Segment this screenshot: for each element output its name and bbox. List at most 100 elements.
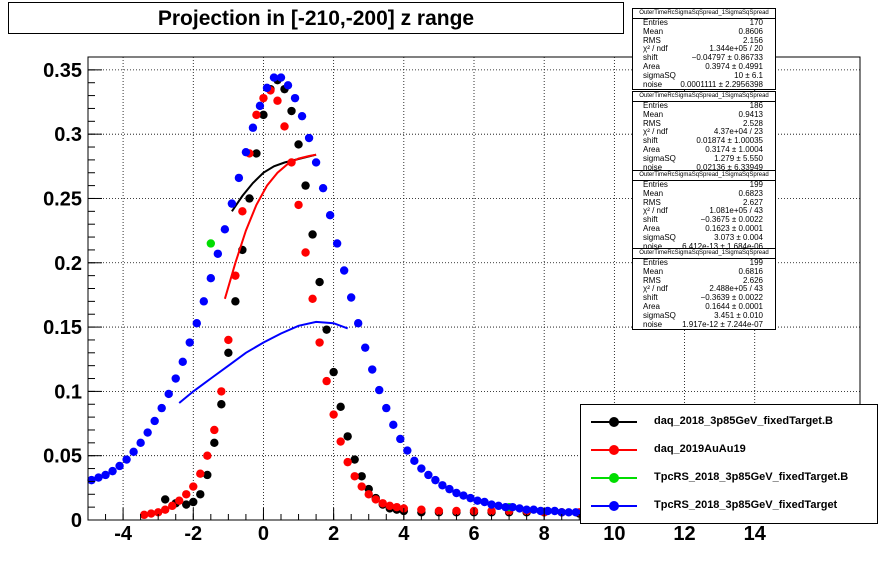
stat-key: χ² / ndf — [643, 284, 668, 294]
data-point — [354, 319, 363, 328]
data-point — [396, 434, 405, 444]
data-point — [392, 502, 401, 512]
data-point — [375, 385, 384, 395]
data-point — [322, 325, 331, 334]
data-point — [564, 508, 573, 517]
stat-row: Entries 186 — [633, 101, 775, 111]
stat-value: 0.8606 — [738, 26, 763, 36]
stat-key: Area — [643, 223, 660, 233]
stat-row: Area 0.3174 ± 1.0004 — [633, 145, 775, 155]
data-point — [315, 277, 324, 287]
data-point — [308, 230, 317, 239]
stat-row: χ² / ndf 1.081e+05 / 43 — [633, 207, 775, 216]
stat-box-title: OuterTimeRcSigmaSqSpread_1SigmaSqSpread — [633, 171, 775, 181]
data-point — [248, 123, 258, 132]
data-point — [203, 451, 212, 460]
data-point — [94, 473, 103, 482]
data-point — [431, 475, 440, 485]
stat-value: 3.451 ± 0.010 — [714, 310, 763, 320]
stat-value: 0.6816 — [738, 266, 763, 276]
stat-key: sigmaSQ — [643, 232, 676, 242]
x-tick-label: -2 — [184, 523, 202, 545]
stat-value: 4.37e+04 / 23 — [713, 127, 763, 137]
data-point — [259, 110, 268, 120]
data-point — [339, 266, 349, 275]
stat-row: shift −0.3639 ± 0.0022 — [633, 293, 775, 303]
y-tick-label: 0 — [71, 510, 82, 532]
data-point — [157, 403, 166, 413]
legend-label: daq_2019AuAu19 — [654, 443, 746, 455]
axes: -4 -2 0 2 4 6 8 10 12 14 0 0.05 0.1 0.15 0.2 0.25 0.3 0.3… — [43, 56, 861, 545]
series-3 — [87, 73, 616, 518]
data-point — [122, 455, 131, 464]
stat-key: sigmaSQ — [643, 310, 676, 320]
y-tick-label: 0.1 — [54, 381, 82, 403]
stat-key: RMS — [643, 35, 661, 45]
data-point — [283, 81, 293, 90]
stat-row: Mean 0.8606 — [633, 26, 775, 37]
data-point — [139, 510, 149, 520]
stat-row: sigmaSQ 10 ± 6.1 — [633, 71, 775, 81]
x-tick-label: -4 — [114, 523, 133, 545]
data-point — [515, 504, 524, 513]
stat-key: sigmaSQ — [643, 153, 676, 163]
fit-curve — [178, 320, 349, 404]
data-point — [136, 438, 145, 448]
data-point — [168, 501, 177, 511]
stat-key: Area — [643, 301, 660, 311]
data-point — [382, 403, 391, 413]
data-point — [143, 428, 152, 437]
legend-marker — [609, 445, 619, 455]
data-point — [361, 343, 370, 352]
stat-key: Area — [643, 61, 660, 71]
data-point — [403, 446, 412, 455]
data-point — [224, 348, 233, 358]
data-point — [203, 470, 212, 480]
stat-key: shift — [643, 215, 658, 225]
data-point — [108, 466, 117, 476]
data-point — [364, 490, 373, 499]
data-point — [357, 472, 366, 481]
y-tick-label: 0.3 — [54, 124, 82, 146]
x-tick-label: 12 — [673, 523, 695, 545]
legend-label: TpcRS_2018_3p85GeV_fixedTarget.B — [654, 471, 849, 483]
stat-row: noise 0.02136 ± 6.33949 — [633, 162, 775, 173]
data-point — [252, 110, 261, 120]
stat-key: noise — [643, 319, 663, 329]
stat-row: Mean 0.9413 — [633, 109, 775, 120]
stat-value: 0.01874 ± 1.00035 — [696, 136, 763, 146]
stat-key: shift — [643, 293, 658, 303]
x-tick-label: 0 — [258, 523, 269, 545]
stat-row: sigmaSQ 3.073 ± 0.004 — [633, 232, 775, 243]
fit-curve — [223, 153, 317, 300]
data-point — [297, 111, 307, 121]
data-point — [550, 506, 559, 516]
data-point — [287, 106, 296, 116]
data-point — [206, 274, 216, 283]
stat-key: noise — [643, 162, 663, 172]
stat-box: OuterTimeRcSigmaSqSpread_1SigmaSqSpread E… — [632, 8, 776, 91]
stat-value: 0.1623 ± 0.0001 — [705, 223, 763, 233]
data-point — [336, 402, 345, 412]
stat-value: 0.3974 ± 0.4991 — [705, 61, 763, 71]
stat-key: Mean — [643, 109, 664, 119]
data-point — [318, 183, 328, 193]
stat-value: −0.3675 ± 0.0022 — [700, 215, 763, 225]
data-point — [262, 83, 272, 93]
data-point — [452, 488, 461, 498]
stat-value: 1.344e+05 / 20 — [709, 44, 763, 54]
stat-value: 186 — [749, 101, 763, 110]
stat-key: χ² / ndf — [643, 44, 668, 54]
data-point — [343, 457, 352, 467]
chart-title-box: Projection in [-210,-200] z range — [8, 2, 624, 34]
series-layer — [87, 73, 616, 520]
data-point — [315, 338, 324, 347]
stat-key: Mean — [643, 266, 664, 276]
data-point — [259, 93, 268, 103]
data-point — [308, 294, 317, 303]
stat-value: 0.0001111 ± 2.2956398 — [680, 79, 763, 89]
stat-key: Mean — [643, 26, 664, 36]
legend-entry: TpcRS_2018_3p85GeV_fixedTarget.B — [581, 467, 877, 489]
stat-value: 0.1644 ± 0.0001 — [705, 301, 763, 311]
data-point — [161, 505, 170, 514]
